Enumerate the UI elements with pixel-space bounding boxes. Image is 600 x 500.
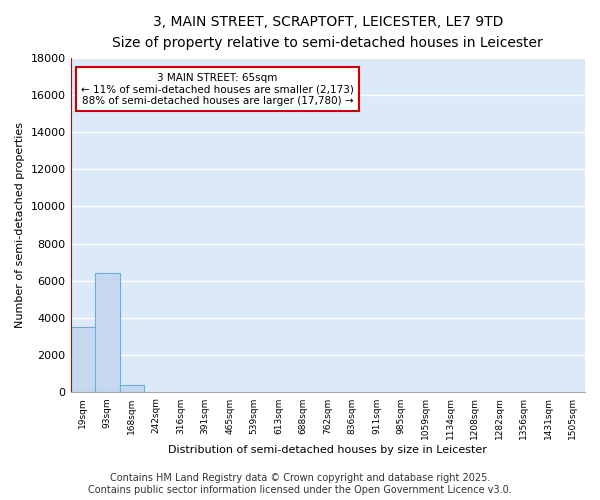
Bar (71, 328, 95, 392)
Text: Contains HM Land Registry data © Crown copyright and database right 2025.
Contai: Contains HM Land Registry data © Crown c… (88, 474, 512, 495)
Bar (95, 274, 119, 392)
Text: 3 MAIN STREET: 65sqm
← 11% of semi-detached houses are smaller (2,173)
88% of se: 3 MAIN STREET: 65sqm ← 11% of semi-detac… (81, 72, 354, 106)
Bar (119, 385, 144, 392)
Y-axis label: Number of semi-detached properties: Number of semi-detached properties (15, 122, 25, 328)
X-axis label: Distribution of semi-detached houses by size in Leicester: Distribution of semi-detached houses by … (169, 445, 487, 455)
Title: 3, MAIN STREET, SCRAPTOFT, LEICESTER, LE7 9TD
Size of property relative to semi-: 3, MAIN STREET, SCRAPTOFT, LEICESTER, LE… (112, 15, 543, 50)
